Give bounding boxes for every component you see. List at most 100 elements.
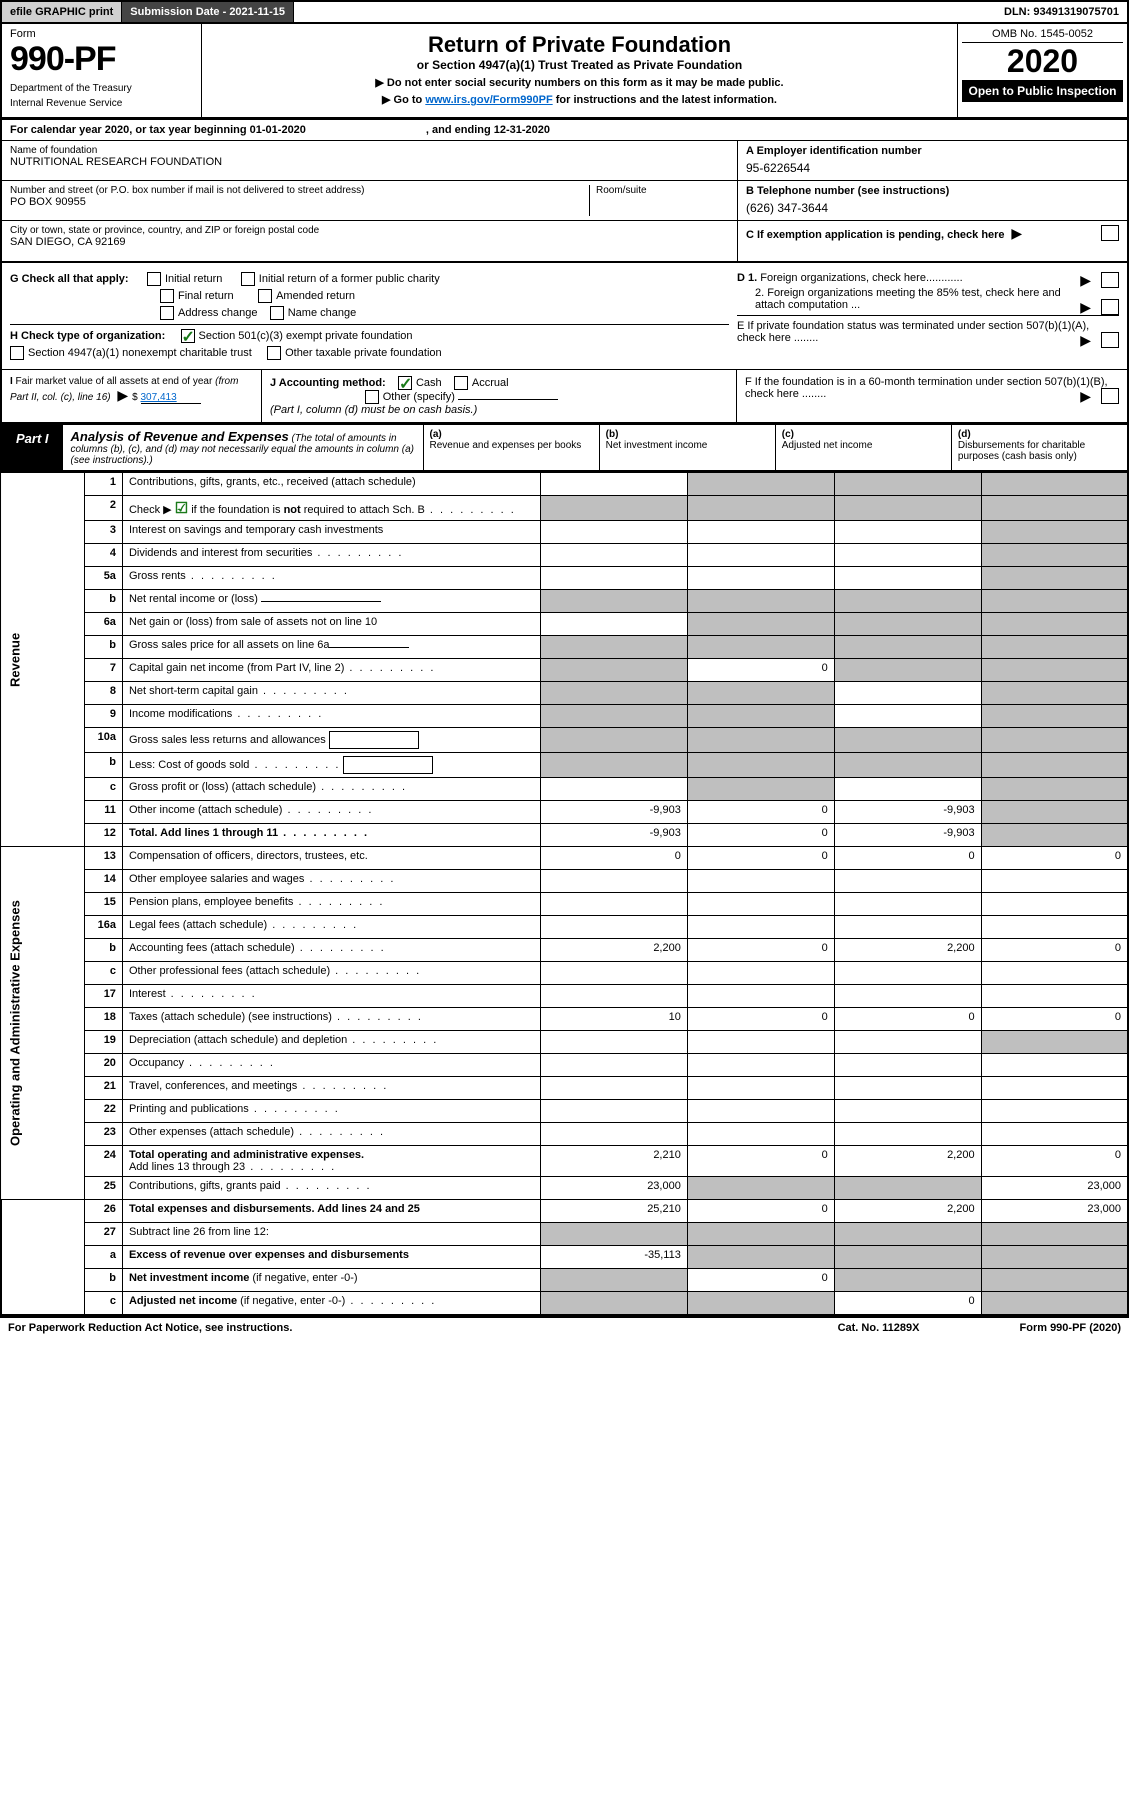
row-desc: Interest <box>122 985 540 1008</box>
j1-label: Cash <box>416 377 442 389</box>
efile-button[interactable]: efile GRAPHIC print <box>2 2 122 22</box>
row-num: b <box>84 590 122 613</box>
arrow-icon: ▶ <box>117 387 128 403</box>
submission-date: Submission Date - 2021-11-15 <box>122 2 294 22</box>
row-desc: Contributions, gifts, grants paid <box>122 1177 540 1200</box>
row-num: 16a <box>84 916 122 939</box>
row-desc: Legal fees (attach schedule) <box>122 916 540 939</box>
table-row: 9Income modifications <box>1 705 1128 728</box>
amended-return-checkbox[interactable] <box>258 289 272 303</box>
g1-label: Initial return <box>165 273 222 285</box>
other-specify-field[interactable] <box>458 399 558 400</box>
phone-label: B Telephone number (see instructions) <box>746 185 1119 197</box>
cell-value: -35,113 <box>540 1246 687 1269</box>
initial-return-checkbox[interactable] <box>147 272 161 286</box>
j2-label: Accrual <box>472 377 509 389</box>
cell-value: 2,200 <box>540 939 687 962</box>
table-row: 25Contributions, gifts, grants paid23,00… <box>1 1177 1128 1200</box>
dept-irs: Internal Revenue Service <box>10 98 193 109</box>
top-bar: efile GRAPHIC print Submission Date - 20… <box>0 0 1129 24</box>
row-desc: Other employee salaries and wages <box>122 870 540 893</box>
row-num: 6a <box>84 613 122 636</box>
irs-link[interactable]: www.irs.gov/Form990PF <box>425 94 552 106</box>
address-change-checkbox[interactable] <box>160 306 174 320</box>
paperwork-notice: For Paperwork Reduction Act Notice, see … <box>8 1322 292 1334</box>
h3-label: Other taxable private foundation <box>285 347 442 359</box>
cell-value: -9,903 <box>834 824 981 847</box>
row-desc: Total operating and administrative expen… <box>122 1146 540 1177</box>
g-label: G Check all that apply: <box>10 273 129 285</box>
row-num: 23 <box>84 1123 122 1146</box>
ein-label: A Employer identification number <box>746 145 1119 157</box>
table-row: 18Taxes (attach schedule) (see instructi… <box>1 1008 1128 1031</box>
j-label: J Accounting method: <box>270 377 386 389</box>
table-row: bAccounting fees (attach schedule)2,2000… <box>1 939 1128 962</box>
initial-former-checkbox[interactable] <box>241 272 255 286</box>
cell-value: 0 <box>687 824 834 847</box>
row-num: 25 <box>84 1177 122 1200</box>
d1-checkbox[interactable] <box>1101 272 1119 288</box>
row-desc: Adjusted net income (if negative, enter … <box>122 1292 540 1315</box>
table-row: 6aNet gain or (loss) from sale of assets… <box>1 613 1128 636</box>
501c3-checkbox[interactable] <box>181 329 195 343</box>
expenses-vlabel: Operating and Administrative Expenses <box>1 847 84 1200</box>
name-change-checkbox[interactable] <box>270 306 284 320</box>
h1-label: Section 501(c)(3) exempt private foundat… <box>199 330 413 342</box>
arrow-icon: ▶ <box>1011 225 1022 241</box>
foundation-name: NUTRITIONAL RESEARCH FOUNDATION <box>10 156 729 168</box>
check-section-ijf: I Fair market value of all assets at end… <box>0 369 1129 422</box>
cell-value: 0 <box>687 659 834 682</box>
address-value: PO BOX 90955 <box>10 196 589 208</box>
instruction-1: ▶ Do not enter social security numbers o… <box>214 76 945 89</box>
col-a-key: (a) <box>430 429 593 440</box>
form-title: Return of Private Foundation <box>214 32 945 58</box>
table-row: 26Total expenses and disbursements. Add … <box>1 1200 1128 1223</box>
row-desc: Occupancy <box>122 1054 540 1077</box>
table-row: 7Capital gain net income (from Part IV, … <box>1 659 1128 682</box>
accrual-checkbox[interactable] <box>454 376 468 390</box>
table-row: 11Other income (attach schedule)-9,9030-… <box>1 801 1128 824</box>
table-row: 20Occupancy <box>1 1054 1128 1077</box>
4947-checkbox[interactable] <box>10 346 24 360</box>
e-checkbox[interactable] <box>1101 332 1119 348</box>
row-num: 18 <box>84 1008 122 1031</box>
form-label: Form <box>10 28 193 40</box>
page-footer: For Paperwork Reduction Act Notice, see … <box>0 1316 1129 1338</box>
other-specify-checkbox[interactable] <box>365 390 379 404</box>
other-taxable-checkbox[interactable] <box>267 346 281 360</box>
h-label: H Check type of organization: <box>10 330 165 342</box>
row-desc: Net gain or (loss) from sale of assets n… <box>122 613 540 636</box>
row-num: 24 <box>84 1146 122 1177</box>
fmv-value[interactable]: 307,413 <box>141 392 201 404</box>
form-page-ref: Form 990-PF (2020) <box>1020 1322 1122 1334</box>
arrow-icon: ▶ <box>1080 272 1091 289</box>
table-row: 8Net short-term capital gain <box>1 682 1128 705</box>
table-row: 27Subtract line 26 from line 12: <box>1 1223 1128 1246</box>
row-desc: Contributions, gifts, grants, etc., rece… <box>122 473 540 496</box>
dept-treasury: Department of the Treasury <box>10 83 193 94</box>
col-d-key: (d) <box>958 429 1121 440</box>
col-d-title: Disbursements for charitable purposes (c… <box>958 440 1085 462</box>
instruction-2: ▶ Go to www.irs.gov/Form990PF for instru… <box>214 93 945 106</box>
cell-value: -9,903 <box>540 801 687 824</box>
row-desc: Travel, conferences, and meetings <box>122 1077 540 1100</box>
d1-label: D 1. Foreign organizations, check here..… <box>737 272 963 284</box>
table-row: 22Printing and publications <box>1 1100 1128 1123</box>
cell-value: 23,000 <box>540 1177 687 1200</box>
row-desc: Gross rents <box>122 567 540 590</box>
cell-value: 0 <box>687 939 834 962</box>
table-row: 23Other expenses (attach schedule) <box>1 1123 1128 1146</box>
f-checkbox[interactable] <box>1101 388 1119 404</box>
cell-value: 0 <box>687 847 834 870</box>
col-c-key: (c) <box>782 429 945 440</box>
row-desc: Subtract line 26 from line 12: <box>122 1223 540 1246</box>
exemption-checkbox[interactable] <box>1101 225 1119 241</box>
cash-checkbox[interactable] <box>398 376 412 390</box>
d2-checkbox[interactable] <box>1101 299 1119 315</box>
final-return-checkbox[interactable] <box>160 289 174 303</box>
cal-year-end: , and ending 12-31-2020 <box>426 124 550 136</box>
row-num: 21 <box>84 1077 122 1100</box>
table-row: bGross sales price for all assets on lin… <box>1 636 1128 659</box>
j3-label: Other (specify) <box>383 391 455 403</box>
cell-value: 2,200 <box>834 939 981 962</box>
